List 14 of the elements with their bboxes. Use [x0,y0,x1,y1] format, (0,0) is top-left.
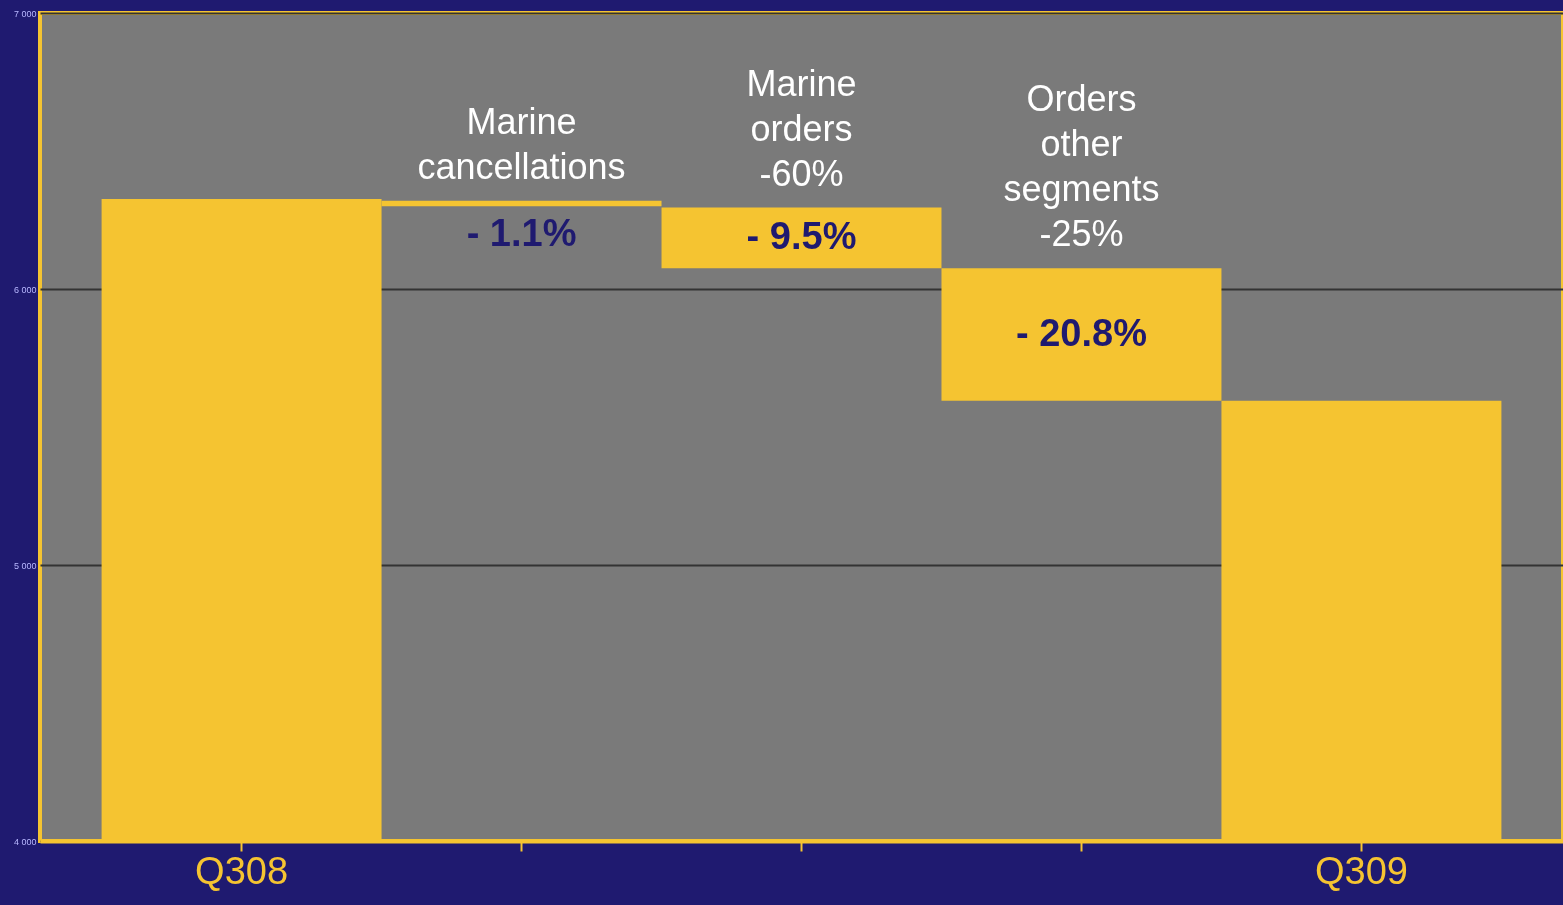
bar [941,268,1222,401]
annotation: Marine cancellations [417,100,626,187]
annotation: Orders other segments -25% [1003,78,1160,255]
y-tick-label: 6 000 [13,284,37,295]
x-tick-label: Q308 [195,849,289,892]
y-tick-label: 4 000 [13,836,37,847]
y-tick-label: 7 000 [13,8,37,19]
y-tick-label: 5 000 [13,560,37,571]
annotation: Marine orders -60% [746,62,857,194]
x-tick-label: Q309 [1314,849,1408,892]
annotation: - 9.5% [746,214,857,257]
annotation: - 1.1% [466,212,577,255]
annotation: - 20.8% [1015,311,1147,354]
bar [661,207,942,269]
